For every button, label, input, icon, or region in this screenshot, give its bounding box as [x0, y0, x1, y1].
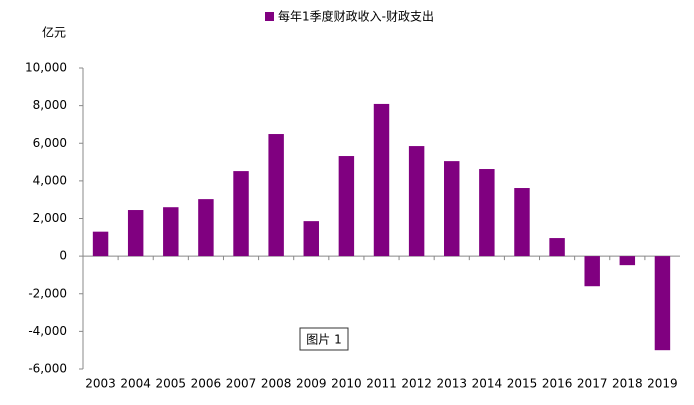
x-tick-label: 2010: [331, 377, 362, 391]
x-tick-label: 2003: [85, 377, 116, 391]
bar: [163, 207, 179, 257]
x-tick-label: 2005: [156, 377, 187, 391]
x-tick-label: 2004: [120, 377, 151, 391]
legend-swatch: [265, 12, 274, 21]
bar: [127, 210, 144, 257]
bar: [444, 161, 460, 257]
x-tick-label: 2013: [436, 377, 467, 391]
x-tick-label: 2018: [612, 377, 643, 391]
y-tick-label: -4,000: [28, 324, 67, 338]
bar: [92, 231, 109, 257]
x-tick-label: 2009: [296, 377, 327, 391]
bar: [373, 103, 390, 257]
y-tick-label: 0: [59, 249, 67, 263]
x-tick-label: 2014: [472, 377, 503, 391]
x-tick-label: 2006: [191, 377, 222, 391]
y-tick-label: 8,000: [33, 98, 67, 112]
bar: [233, 171, 249, 257]
x-tick-label: 2015: [507, 377, 538, 391]
x-tick-label: 2016: [542, 377, 573, 391]
x-tick-label: 2011: [366, 377, 397, 391]
bar: [303, 221, 319, 257]
bar: [584, 256, 600, 287]
annotation: 图片 1: [306, 333, 341, 347]
y-tick-label: -2,000: [28, 286, 67, 300]
bar: [654, 256, 671, 351]
x-tick-label: 2019: [647, 377, 678, 391]
bar: [479, 169, 495, 257]
bar: [198, 199, 214, 257]
y-tick-label: 10,000: [25, 61, 67, 75]
bar: [408, 146, 425, 257]
bar: [549, 238, 565, 257]
y-tick-label: -6,000: [28, 362, 67, 376]
x-tick-label: 2008: [261, 377, 292, 391]
x-tick-label: 2012: [401, 377, 432, 391]
x-tick-label: 2007: [226, 377, 257, 391]
x-tick-label: 2017: [577, 377, 608, 391]
bar: [268, 134, 284, 257]
y-tick-label: 4,000: [33, 173, 67, 187]
bar: [514, 188, 530, 257]
y-axis-label: 亿元: [42, 25, 66, 40]
y-tick-label: 2,000: [33, 211, 67, 225]
annotation-box: [299, 327, 349, 351]
legend-label: 每年1季度财政收入-财政支出: [278, 9, 434, 24]
bar: [338, 156, 355, 257]
y-tick-label: 6,000: [33, 136, 67, 150]
bar: [619, 256, 636, 266]
